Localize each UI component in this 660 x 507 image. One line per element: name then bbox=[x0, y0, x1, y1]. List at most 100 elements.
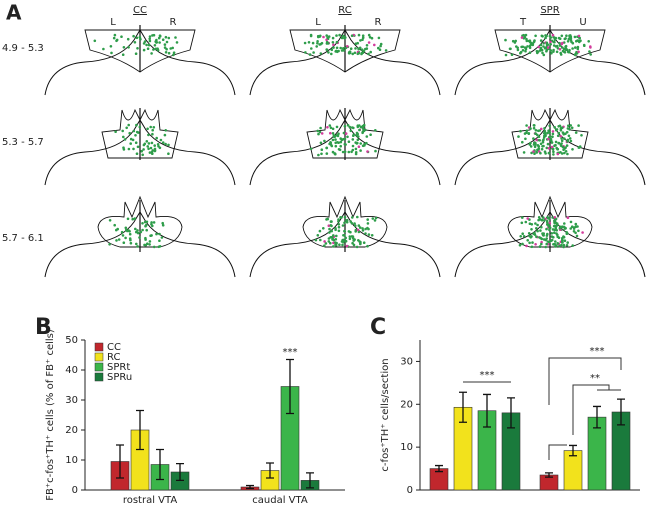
cell-dot bbox=[172, 53, 175, 57]
cell-dot bbox=[153, 147, 157, 151]
cell-dot bbox=[332, 46, 335, 49]
cell-dot bbox=[504, 38, 507, 42]
cell-dot bbox=[335, 49, 338, 53]
cell-dot bbox=[563, 137, 566, 140]
cell-dot bbox=[316, 41, 319, 45]
cell-dot bbox=[574, 46, 577, 49]
error-bar bbox=[136, 409, 144, 451]
cell-dot bbox=[138, 236, 141, 239]
cell-dot bbox=[330, 229, 333, 233]
cell-dot bbox=[121, 234, 125, 237]
cell-dot bbox=[570, 126, 574, 130]
cell-dot bbox=[160, 236, 164, 239]
cell-dot bbox=[535, 151, 538, 154]
cell-dot bbox=[331, 150, 335, 154]
side-label: R bbox=[375, 17, 382, 28]
cell-dot bbox=[102, 47, 105, 51]
annotation: *** bbox=[283, 347, 298, 358]
cell-dot bbox=[319, 126, 322, 130]
cell-dot bbox=[537, 145, 541, 148]
cell-dot bbox=[520, 36, 524, 39]
cell-dot bbox=[534, 34, 537, 38]
cell-dot bbox=[359, 39, 362, 42]
cell-dot bbox=[546, 142, 550, 146]
cell-dot bbox=[330, 220, 333, 223]
cell-dot bbox=[529, 145, 533, 148]
cell-dot bbox=[530, 245, 534, 249]
cell-dot bbox=[348, 235, 352, 238]
cell-dot bbox=[364, 128, 367, 132]
cell-dot bbox=[148, 243, 151, 246]
cell-dot bbox=[340, 216, 343, 219]
bracket bbox=[548, 444, 567, 460]
cell-dot bbox=[132, 147, 135, 151]
cell-dot bbox=[327, 51, 330, 54]
cell-dot bbox=[346, 45, 349, 48]
cell-dot bbox=[93, 39, 97, 43]
cell-dot bbox=[158, 146, 162, 150]
cell-dot bbox=[338, 33, 341, 37]
cell-dot bbox=[147, 147, 150, 151]
cell-dot bbox=[153, 144, 156, 147]
cell-dot bbox=[568, 128, 571, 131]
cell-dot bbox=[334, 138, 337, 141]
cell-dot bbox=[347, 230, 351, 233]
cell-dot bbox=[136, 245, 139, 248]
cell-dot bbox=[523, 46, 527, 49]
cell-dot bbox=[138, 35, 142, 39]
cell-dot bbox=[543, 218, 546, 222]
cell-dot bbox=[538, 129, 541, 132]
cell-dot bbox=[554, 45, 558, 48]
cell-dot bbox=[537, 147, 541, 151]
cell-dot bbox=[572, 226, 576, 229]
cell-dot bbox=[572, 230, 576, 233]
cell-dot bbox=[566, 140, 569, 143]
cell-dot bbox=[134, 134, 137, 137]
cell-dot bbox=[361, 227, 364, 230]
cell-dot bbox=[530, 228, 533, 231]
cell-dot bbox=[333, 152, 337, 155]
cell-dot bbox=[350, 126, 354, 129]
cell-dot bbox=[124, 236, 127, 240]
y-tick-label: 10 bbox=[65, 455, 78, 466]
cell-dot bbox=[569, 220, 573, 224]
cell-dot bbox=[359, 142, 362, 145]
error-bar bbox=[156, 448, 164, 481]
cell-dot bbox=[128, 232, 132, 236]
legend-label: SPRu bbox=[107, 372, 132, 383]
cell-dot bbox=[379, 44, 382, 48]
error-bar bbox=[483, 393, 491, 428]
cell-dot bbox=[539, 229, 542, 232]
cell-dot bbox=[357, 51, 361, 55]
cell-dot bbox=[315, 45, 318, 48]
cell-dot bbox=[558, 47, 562, 51]
cell-dot bbox=[156, 48, 160, 52]
cell-dot bbox=[564, 226, 567, 230]
cell-dot bbox=[538, 236, 541, 239]
cell-dot bbox=[577, 34, 581, 38]
cell-dot bbox=[374, 216, 378, 220]
cell-dot bbox=[117, 238, 121, 241]
cell-dot bbox=[577, 124, 580, 127]
cell-dot bbox=[325, 34, 328, 37]
cell-dot bbox=[540, 242, 543, 246]
cell-dot bbox=[126, 37, 130, 41]
cell-dot bbox=[566, 40, 570, 43]
cell-dot bbox=[565, 144, 569, 147]
cell-dot bbox=[329, 141, 332, 145]
cell-dot bbox=[546, 240, 550, 243]
y-tick-label: 30 bbox=[65, 395, 78, 406]
cell-dot bbox=[320, 132, 324, 135]
cell-dot bbox=[550, 145, 554, 149]
cell-dot bbox=[545, 146, 549, 150]
cell-dot bbox=[334, 141, 337, 145]
cell-dot bbox=[538, 139, 541, 142]
cell-dot bbox=[344, 236, 347, 240]
y-tick-label: 20 bbox=[400, 399, 413, 410]
cell-dot bbox=[377, 46, 380, 50]
cell-dot bbox=[328, 227, 331, 231]
cell-dot bbox=[368, 36, 372, 39]
cell-dot bbox=[351, 241, 354, 245]
cell-dot bbox=[560, 139, 564, 143]
